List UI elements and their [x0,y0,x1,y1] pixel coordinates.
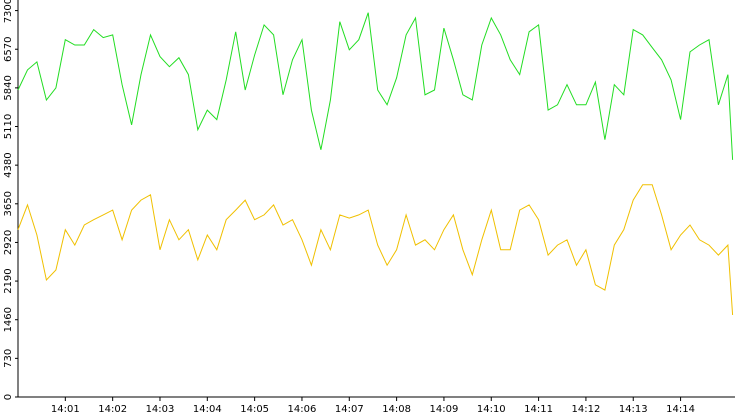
y-tick-label: 730 [3,349,14,368]
series-line [17,184,734,316]
y-tick-label: 5840 [3,75,14,100]
x-tick-label: 14:14 [666,404,695,415]
y-tick-label: 2190 [3,268,14,293]
x-tick-label: 14:08 [382,404,411,415]
x-tick-label: 14:11 [524,404,553,415]
series-line [17,12,734,160]
x-tick-label: 14:02 [98,404,127,415]
x-tick-label: 14:03 [146,404,175,415]
y-tick-label: 7300 [3,0,14,23]
y-tick-label: 6570 [3,37,14,62]
x-tick-label: 14:04 [193,404,222,415]
y-tick-label: 5110 [3,114,14,139]
x-tick-label: 14:10 [477,404,506,415]
x-tick-label: 14:06 [288,404,317,415]
y-tick-label: 3650 [3,191,14,216]
x-tick-label: 14:07 [335,404,364,415]
y-tick-label: 0 [3,394,14,400]
y-tick-label: 2920 [3,230,14,255]
x-tick-label: 14:09 [430,404,459,415]
x-tick-label: 14:13 [619,404,648,415]
y-tick-label: 1460 [3,307,14,332]
x-tick-label: 14:05 [240,404,269,415]
y-tick-label: 4380 [3,152,14,177]
x-tick-label: 14:01 [51,404,80,415]
x-tick-label: 14:12 [572,404,601,415]
